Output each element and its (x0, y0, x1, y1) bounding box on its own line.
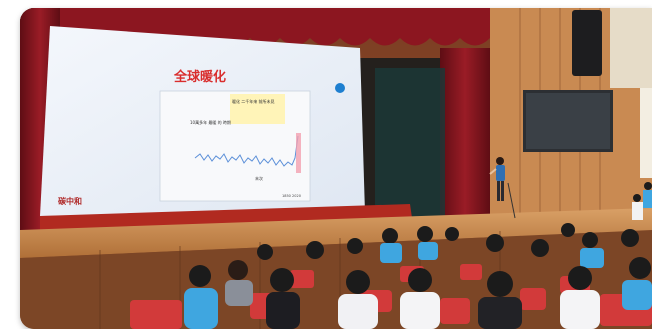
hall-scene: 全球暖化 暖化 二千年來 前所未見 10萬多年 最暖 的 時期 末次 1850 … (20, 8, 652, 329)
audience (130, 223, 652, 329)
projection-screen: 全球暖化 暖化 二千年來 前所未見 10萬多年 最暖 的 時期 末次 1850 … (40, 26, 365, 216)
stage-floor (20, 208, 652, 258)
slide-note-top: 暖化 二千年來 前所未見 (232, 98, 275, 104)
speaker (572, 10, 602, 76)
stage-lip (40, 204, 412, 230)
slide-title: 全球暖化 (173, 69, 226, 85)
slide-note-bottom: 末次 (255, 175, 263, 181)
photo: 全球暖化 暖化 二千年來 前所未見 10萬多年 最暖 的 時期 末次 1850 … (20, 8, 652, 329)
slide-note-left: 10萬多年 最暖 的 時期 (190, 119, 231, 125)
right-curtain (440, 48, 490, 223)
slide-logo-text: 碳中和 (58, 196, 82, 206)
slide-corner-logo (335, 83, 345, 93)
standing-students (632, 182, 652, 220)
slide-axis-end: 1850 2020 (282, 194, 301, 198)
presenter (489, 157, 505, 201)
